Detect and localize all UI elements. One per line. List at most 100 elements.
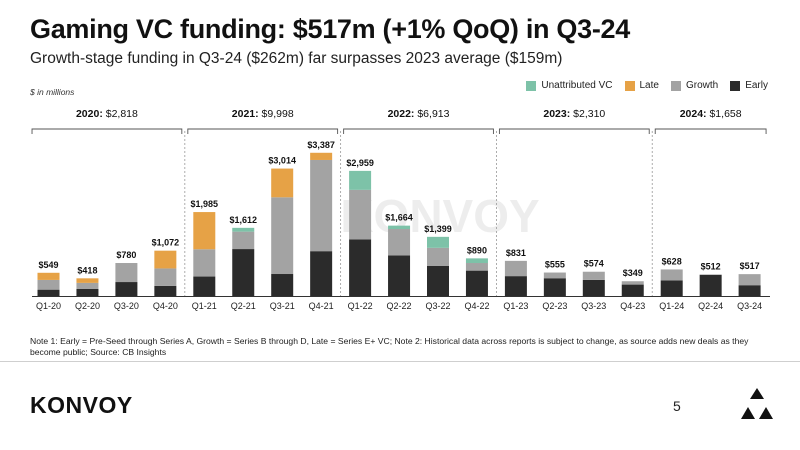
legend-label-growth: Growth — [685, 80, 719, 91]
bar-early-Q4-20 — [154, 285, 177, 296]
x-tick-Q3-23: Q3-23 — [581, 301, 606, 311]
bar-growth-Q4-22 — [465, 263, 488, 271]
year-header-2021: 2021: $9,998 — [232, 108, 294, 120]
x-tick-Q4-20: Q4-20 — [153, 301, 178, 311]
total-label-Q4-23: $349 — [623, 268, 643, 278]
legend-swatch-unattributed — [526, 80, 537, 91]
bar-early-Q1-21 — [193, 276, 216, 296]
year-header-2022: 2022: $6,913 — [388, 108, 450, 120]
bar-growth-Q2-22 — [388, 229, 411, 256]
bar-early-Q4-22 — [465, 270, 488, 296]
page-number: 5 — [673, 398, 681, 414]
x-tick-Q2-24: Q2-24 — [698, 301, 723, 311]
bar-unattributed-Q2-21 — [232, 227, 255, 232]
bar-early-Q1-24 — [660, 280, 683, 296]
bar-early-Q2-23 — [543, 278, 566, 296]
x-tick-Q3-24: Q3-24 — [737, 301, 762, 311]
bar-early-Q1-23 — [504, 276, 527, 296]
bar-growth-Q2-21 — [232, 231, 255, 250]
year-header-2023: 2023: $2,310 — [543, 108, 605, 120]
legend-item-late: Late — [624, 80, 659, 91]
legend-swatch-late — [624, 80, 635, 91]
bar-growth-Q3-21 — [271, 197, 294, 275]
x-tick-Q3-22: Q3-22 — [425, 301, 450, 311]
year-bracket-2021 — [187, 128, 339, 134]
total-label-Q2-23: $555 — [545, 260, 565, 270]
x-tick-Q2-22: Q2-22 — [387, 301, 412, 311]
bar-early-Q2-21 — [232, 249, 255, 296]
bar-late-Q4-21 — [310, 152, 333, 160]
total-label-Q3-20: $780 — [116, 250, 136, 260]
unit-note: $ in millions — [30, 87, 75, 97]
bar-late-Q3-21 — [271, 168, 294, 198]
x-tick-Q4-21: Q4-21 — [309, 301, 334, 311]
bar-growth-Q2-20 — [76, 282, 99, 289]
year-bracket-2022 — [343, 128, 494, 134]
bar-early-Q2-20 — [76, 288, 99, 296]
footer-divider — [0, 361, 800, 362]
year-header-2024: 2024: $1,658 — [680, 108, 742, 120]
bar-late-Q2-20 — [76, 278, 99, 283]
year-bracket-2024 — [654, 128, 767, 134]
bar-late-Q1-20 — [37, 272, 60, 280]
bar-growth-Q2-23 — [543, 272, 566, 279]
bar-late-Q4-20 — [154, 250, 177, 269]
total-label-Q2-21: $1,612 — [229, 215, 257, 225]
chart-legend: Unattributed VC Late Growth Early — [526, 80, 768, 91]
footnote: Note 1: Early = Pre-Seed through Series … — [30, 336, 749, 357]
total-label-Q1-21: $1,985 — [191, 199, 219, 209]
x-tick-Q1-23: Q1-23 — [503, 301, 528, 311]
legend-swatch-early — [730, 80, 741, 91]
bar-growth-Q3-20 — [115, 263, 138, 283]
total-label-Q3-24: $517 — [740, 261, 760, 271]
bar-growth-Q1-21 — [193, 249, 216, 277]
total-label-Q2-20: $418 — [77, 265, 97, 275]
total-label-Q3-22: $1,399 — [424, 224, 452, 234]
bar-early-Q3-22 — [427, 265, 449, 296]
total-label-Q3-23: $574 — [584, 259, 604, 269]
bar-growth-Q1-23 — [504, 260, 527, 277]
bar-early-Q4-21 — [310, 251, 333, 296]
x-tick-Q2-21: Q2-21 — [231, 301, 256, 311]
total-label-Q4-20: $1,072 — [152, 238, 180, 248]
bar-growth-Q2-24 — [699, 274, 722, 275]
x-tick-Q1-24: Q1-24 — [659, 301, 684, 311]
legend-label-late: Late — [639, 80, 659, 91]
konvoy-mark-icon — [741, 388, 773, 419]
total-label-Q4-22: $890 — [467, 245, 487, 255]
total-label-Q1-20: $549 — [38, 260, 58, 270]
bar-growth-Q4-23 — [621, 281, 644, 285]
legend-item-growth: Growth — [670, 80, 719, 91]
bar-growth-Q4-20 — [154, 268, 177, 286]
legend-item-unattributed: Unattributed VC — [526, 80, 613, 91]
year-bracket-2023 — [498, 128, 650, 134]
year-bracket-2020 — [31, 128, 183, 134]
total-label-Q1-24: $628 — [662, 256, 682, 266]
total-label-Q1-22: $2,959 — [346, 158, 374, 168]
x-tick-Q1-22: Q1-22 — [348, 301, 373, 311]
total-label-Q4-21: $3,387 — [307, 140, 335, 150]
bar-early-Q2-22 — [388, 255, 411, 296]
bar-growth-Q3-24 — [738, 274, 761, 286]
legend-swatch-growth — [670, 80, 681, 91]
bar-early-Q4-23 — [621, 284, 644, 296]
bar-growth-Q1-24 — [660, 269, 683, 281]
slide-subtitle: Growth-stage funding in Q3-24 ($262m) fa… — [30, 50, 563, 67]
bar-early-Q3-20 — [115, 282, 138, 296]
bar-unattributed-Q2-22 — [388, 225, 411, 230]
x-tick-Q1-20: Q1-20 — [36, 301, 61, 311]
bar-unattributed-Q4-22 — [465, 258, 488, 264]
bar-early-Q2-24 — [699, 274, 722, 296]
x-tick-Q1-21: Q1-21 — [192, 301, 217, 311]
bar-early-Q1-20 — [37, 289, 60, 296]
x-tick-Q3-21: Q3-21 — [270, 301, 295, 311]
bar-growth-Q4-21 — [310, 159, 333, 252]
konvoy-logo: KONVOY — [30, 392, 133, 418]
bar-growth-Q3-22 — [427, 247, 449, 266]
x-tick-Q2-23: Q2-23 — [542, 301, 567, 311]
bar-unattributed-Q1-22 — [349, 170, 372, 190]
bar-early-Q3-24 — [738, 285, 761, 296]
total-label-Q2-24: $512 — [701, 261, 721, 271]
legend-label-unattributed: Unattributed VC — [541, 80, 613, 91]
bar-late-Q1-21 — [193, 212, 216, 250]
